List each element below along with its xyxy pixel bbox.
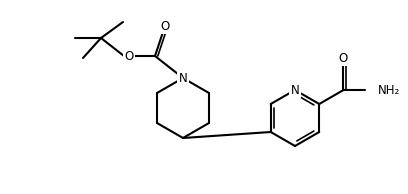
Text: O: O xyxy=(339,51,348,64)
Text: N: N xyxy=(290,83,299,96)
Text: NH₂: NH₂ xyxy=(377,83,400,96)
Text: N: N xyxy=(179,72,187,85)
Text: O: O xyxy=(124,49,134,62)
Text: O: O xyxy=(160,20,170,33)
